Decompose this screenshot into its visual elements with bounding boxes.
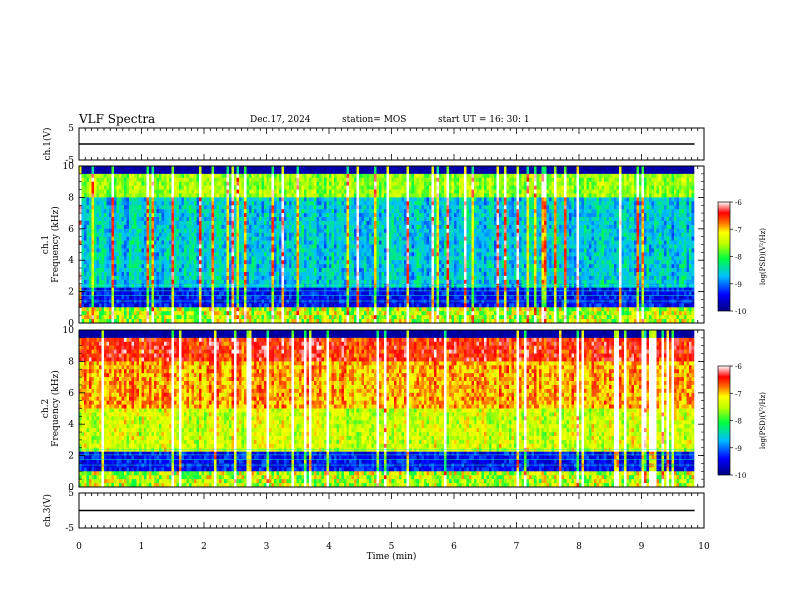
ch2-spectrogram-ytick-0: 0	[68, 483, 74, 493]
ch2-spectrogram-ytick-6: 6	[68, 389, 74, 399]
ch1-spectrogram-cb-label: log(PSD)(V²/Hz)	[759, 228, 767, 285]
x-axis-label: Time (min)	[367, 551, 417, 562]
ch2-spectrogram-cb-tick--6: -6	[735, 363, 742, 371]
ch2-spectrogram-ylabel2: Frequency (kHz)	[50, 370, 61, 447]
ch2-spectrogram-cb-tick--10: -10	[735, 472, 746, 480]
ch3-waveform-ylabel: ch.3(V)	[42, 494, 53, 527]
ch1-spectrogram-cells	[79, 166, 695, 324]
ch1-spectrogram-cb-tick--7: -7	[735, 226, 742, 234]
xtick-2: 2	[201, 542, 207, 552]
ch1-spectrogram-cb-tick--8: -8	[735, 254, 742, 262]
ch2-spectrogram-cb-label: log(PSD)(V²/Hz)	[759, 392, 767, 449]
ch2-spectrogram-cb-tick--9: -9	[735, 445, 742, 453]
ch2-spectrogram-ytick-8: 8	[68, 357, 74, 367]
ch2-spectrogram-cells	[79, 330, 695, 488]
panel-ch1-waveform	[78, 127, 705, 161]
ch1-spectrogram-ytick-8: 8	[68, 193, 74, 203]
station-label: station= MOS	[342, 115, 406, 125]
ch2-spectrogram-colorbar	[717, 365, 731, 476]
ch1-spectrogram-ylabel: ch.1	[41, 235, 51, 254]
ch2-spectrogram-ylabel: ch.2	[41, 399, 51, 418]
ch1-spectrogram-ytick-6: 6	[68, 225, 74, 235]
panel-ch2-spectrogram	[78, 329, 733, 488]
ch1-spectrogram-ytick-0: 0	[68, 319, 74, 329]
xtick-1: 1	[139, 542, 145, 552]
ch2-spectrogram-ytick-2: 2	[68, 452, 74, 462]
ch2-spectrogram-cb-tick--7: -7	[735, 390, 742, 398]
ch1-spectrogram-ytick-10: 10	[63, 162, 75, 172]
panel-ch3-waveform	[78, 492, 705, 529]
xtick-3: 3	[264, 542, 270, 552]
xtick-7: 7	[514, 542, 520, 552]
ch3-waveform-ytick-5: 5	[68, 489, 74, 499]
ch1-spectrogram-colorbar	[717, 201, 731, 312]
xtick-6: 6	[451, 542, 457, 552]
xtick-4: 4	[326, 542, 332, 552]
panel-ch1-spectrogram	[78, 165, 733, 324]
ch2-spectrogram-ytick-10: 10	[63, 326, 75, 336]
ch2-spectrogram-ytick-4: 4	[68, 420, 74, 430]
ch1-waveform-ytick-5: 5	[68, 124, 74, 134]
ch1-spectrogram-ylabel2: Frequency (kHz)	[50, 206, 61, 283]
ch1-spectrogram-ytick-2: 2	[68, 288, 74, 298]
ch3-waveform-ytick--5: -5	[65, 524, 74, 534]
ch1-spectrogram-cb-tick--10: -10	[735, 308, 746, 316]
date-label: Dec.17, 2024	[250, 115, 311, 125]
xtick-8: 8	[576, 542, 582, 552]
ch1-spectrogram-ytick-4: 4	[68, 256, 74, 266]
start-time-label: start UT = 16: 30: 1	[438, 115, 530, 125]
ch1-waveform-ylabel: ch.1(V)	[42, 128, 53, 161]
xtick-5: 5	[389, 542, 395, 552]
xtick-0: 0	[76, 542, 82, 552]
ch1-spectrogram-cb-tick--6: -6	[735, 199, 742, 207]
ch1-spectrogram-cb-tick--9: -9	[735, 281, 742, 289]
chart-title: VLF Spectra	[79, 112, 155, 126]
xtick-9: 9	[639, 542, 645, 552]
ch2-spectrogram-cb-tick--8: -8	[735, 418, 742, 426]
xtick-10: 10	[698, 542, 710, 552]
ch1-waveform-ytick--5: -5	[65, 156, 74, 166]
